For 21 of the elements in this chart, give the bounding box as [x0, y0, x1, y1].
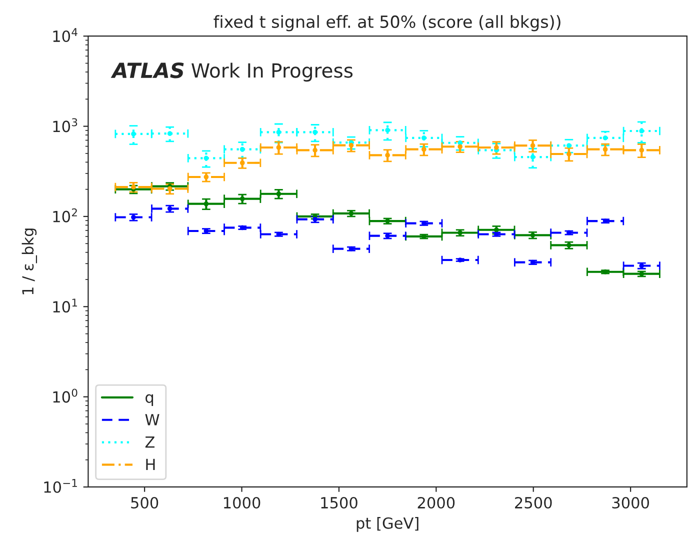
- y-tick-label: 10$^{4}$: [53, 28, 78, 42]
- x-tick-label: 3000: [612, 496, 649, 509]
- y-axis-title: 1 / ε_bkg: [22, 228, 38, 294]
- x-tick-label: 1500: [321, 496, 358, 509]
- x-tick-label: 2500: [515, 496, 552, 509]
- x-tick-label: 500: [131, 496, 158, 509]
- annotation: Work In Progress: [192, 62, 353, 82]
- x-axis-title: pt [GeV]: [356, 517, 418, 532]
- legend-label: q: [146, 394, 154, 406]
- y-tick-label: 10$^{2}$: [53, 208, 77, 222]
- y-tick-label: 10$^{0}$: [53, 388, 78, 403]
- chart-title: fixed t signal eff. at 50% (score (all bkgs)): [214, 15, 560, 32]
- x-tick-label: 1000: [224, 496, 260, 509]
- y-tick-label: 10$^{3}$: [53, 118, 78, 132]
- annotation: ATLAS: [110, 62, 184, 78]
- legend-label: Z: [145, 436, 154, 448]
- x-tick-label: 2000: [418, 496, 455, 509]
- y-tick-label: 10$^{1}$: [53, 298, 77, 313]
- legend-label: W: [145, 414, 160, 426]
- legend-label: H: [146, 458, 155, 470]
- y-tick-label: 10$^{−1}$: [44, 479, 77, 493]
